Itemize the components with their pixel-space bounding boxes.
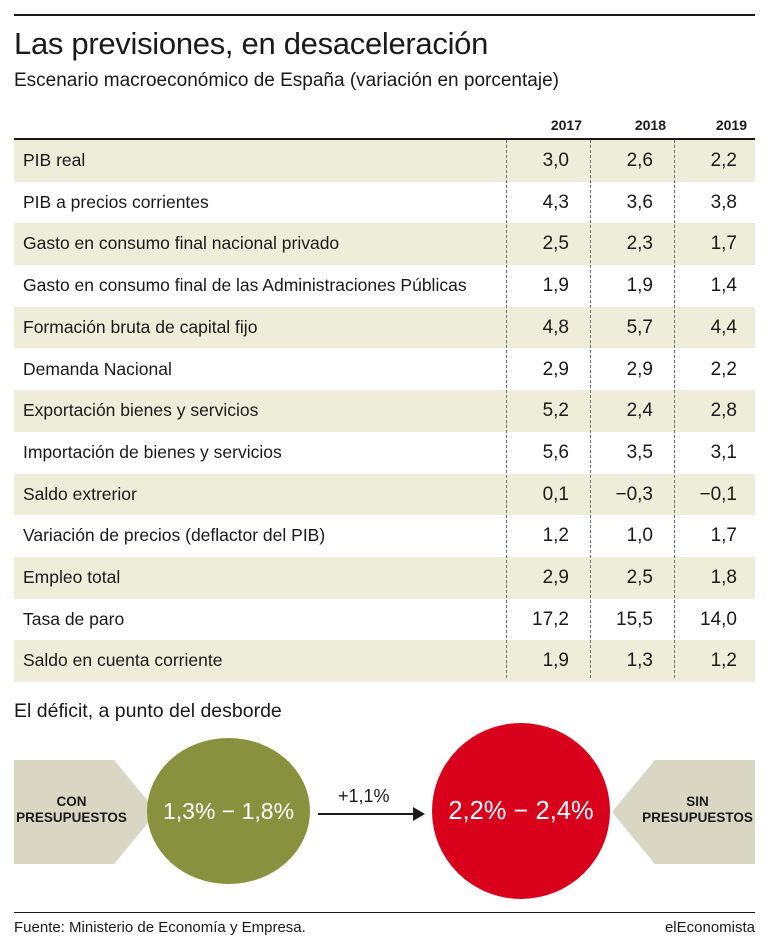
without-budget-deficit-circle: 2,2% − 2,4%	[432, 723, 610, 899]
cell-2017: 2,9	[542, 358, 569, 380]
cell-2019: 4,4	[710, 316, 737, 338]
row-label: Tasa de paro	[23, 608, 125, 629]
cell-2019: 1,2	[710, 650, 737, 672]
table-row: Gasto en consumo final de las Administra…	[14, 265, 755, 307]
without-budget-label-line1: SIN	[686, 794, 709, 809]
cell-2017: 4,3	[542, 191, 569, 213]
without-budget-label: SIN PRESUPUESTOS	[640, 794, 755, 826]
without-budget-deficit-value: 2,2% − 2,4%	[448, 796, 594, 825]
table-row: Importación de bienes y servicios 5,6 3,5 3…	[14, 432, 755, 474]
cell-2017: 5,2	[542, 400, 569, 422]
cell-2019: 1,4	[710, 275, 737, 297]
with-budget-label-line2: PRESUPUESTOS	[16, 810, 127, 825]
page-subtitle: Escenario macroeconómico de España (vari…	[14, 70, 559, 91]
table-row: Saldo extrerior 0,1 −0,3 −0,1	[14, 473, 755, 516]
row-label: Gasto en consumo final nacional privado	[23, 233, 340, 254]
row-label: Formación bruta de capital fijo	[23, 316, 258, 337]
arrow-right-icon	[413, 807, 425, 821]
cell-2019: 3,8	[710, 191, 737, 213]
source-note: Fuente: Ministerio de Economía y Empresa…	[14, 919, 306, 936]
table-row: PIB real 3,0 2,6 2,2	[14, 140, 755, 182]
cell-2019: 2,2	[710, 150, 737, 171]
cell-2017: 5,6	[542, 441, 569, 463]
brand-logo: elEconomista	[664, 919, 755, 936]
cell-2019: 1,7	[710, 233, 737, 255]
row-label: PIB real	[23, 150, 86, 170]
cell-2018: 2,6	[626, 150, 653, 171]
column-divider	[506, 140, 507, 678]
cell-2018: 2,5	[626, 567, 653, 588]
without-budget-label-line2: PRESUPUESTOS	[642, 810, 753, 825]
table-row: Empleo total 2,9 2,5 1,8	[14, 557, 755, 599]
column-header-2019: 2019	[715, 117, 747, 133]
header-rule	[14, 138, 755, 140]
column-divider	[590, 140, 591, 678]
table-row: Tasa de paro 17,2 15,5 14,0	[14, 599, 755, 641]
column-divider	[674, 140, 675, 678]
table-row: Formación bruta de capital fijo 4,8 5,7 4,4	[14, 306, 755, 349]
cell-2017: 1,9	[542, 275, 569, 297]
table-row: Gasto en consumo final nacional privado 2…	[14, 223, 755, 266]
row-label: Saldo extrerior	[23, 483, 137, 504]
page-title: Las previsiones, en desaceleración	[14, 26, 489, 61]
cell-2018: 15,5	[616, 608, 653, 630]
cell-2018: 2,4	[626, 400, 653, 422]
top-rule	[14, 14, 755, 16]
deficit-change-label: +1,1%	[338, 786, 390, 806]
cell-2019: 1,8	[710, 567, 737, 588]
arrow-line	[318, 813, 416, 815]
cell-2018: 2,3	[626, 233, 653, 255]
cell-2019: 3,1	[710, 441, 737, 463]
cell-2018: 2,9	[626, 358, 653, 380]
cell-2018: 1,0	[626, 525, 653, 547]
row-label: PIB a precios corrientes	[23, 191, 209, 212]
row-label: Demanda Nacional	[23, 358, 172, 379]
with-budget-deficit-value: 1,3% − 1,8%	[162, 797, 295, 824]
cell-2019: −0,1	[699, 483, 737, 505]
cell-2017: 2,9	[542, 567, 569, 588]
column-header-2018: 2018	[634, 117, 666, 133]
with-budget-label-line1: CON	[56, 794, 87, 809]
column-header-2017: 2017	[550, 117, 582, 133]
row-label: Gasto en consumo final de las Administra…	[23, 275, 467, 296]
cell-2018: 3,5	[626, 441, 653, 463]
row-label: Importación de bienes y servicios	[23, 441, 282, 462]
table-row: Exportación bienes y servicios 5,2 2,4 2,8	[14, 390, 755, 432]
cell-2017: 4,8	[542, 316, 569, 338]
cell-2017: 3,0	[542, 150, 569, 171]
deficit-heading: El déficit, a punto del desborde	[14, 700, 282, 722]
cell-2017: 1,9	[542, 650, 569, 672]
cell-2018: −0,3	[615, 483, 653, 505]
cell-2019: 2,8	[710, 400, 737, 422]
table-row: Saldo en cuenta corriente 1,9 1,3 1,2	[14, 640, 755, 683]
with-budget-deficit-circle: 1,3% − 1,8%	[147, 738, 310, 884]
cell-2017: 2,5	[542, 233, 569, 255]
row-label: Variación de precios (deflactor del PIB)	[23, 525, 326, 546]
cell-2018: 1,9	[626, 275, 653, 297]
cell-2019: 1,7	[710, 525, 737, 547]
cell-2018: 3,6	[626, 191, 653, 213]
table-row: Variación de precios (deflactor del PIB)…	[14, 515, 755, 557]
with-budget-label: CON PRESUPUESTOS	[14, 794, 129, 826]
cell-2019: 14,0	[700, 608, 737, 630]
cell-2018: 1,3	[626, 650, 653, 672]
cell-2017: 17,2	[532, 608, 569, 630]
cell-2019: 2,2	[710, 358, 737, 380]
table-row: Demanda Nacional 2,9 2,9 2,2	[14, 349, 755, 391]
cell-2017: 1,2	[542, 525, 569, 547]
table-row: PIB a precios corrientes 4,3 3,6 3,8	[14, 182, 755, 224]
row-label: Empleo total	[23, 567, 121, 587]
footer-rule	[14, 912, 755, 913]
cell-2017: 0,1	[542, 483, 569, 505]
cell-2018: 5,7	[626, 316, 653, 338]
row-label: Exportación bienes y servicios	[23, 400, 259, 421]
row-label: Saldo en cuenta corriente	[23, 650, 223, 671]
